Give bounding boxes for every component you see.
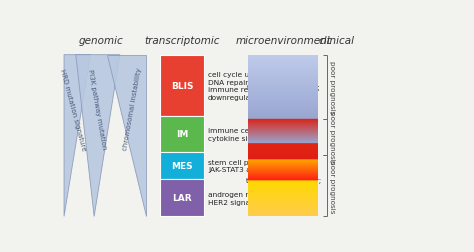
Polygon shape [64, 55, 91, 216]
Text: cell cycle upregulation
DNA repair activation
immune response
downregulation: cell cycle upregulation DNA repair activ… [208, 72, 292, 100]
Text: BLIS: BLIS [171, 82, 193, 90]
Text: PI3K pathway mutation: PI3K pathway mutation [87, 69, 107, 150]
Text: poor prognosis: poor prognosis [329, 111, 335, 164]
Text: MES: MES [172, 161, 193, 170]
Text: poor prognosis: poor prognosis [329, 159, 335, 213]
Text: chromosomal instability: chromosomal instability [122, 68, 143, 151]
Text: poor prognosis: poor prognosis [329, 61, 335, 114]
Bar [160, 179, 204, 216]
Text: HRD mutation signature: HRD mutation signature [59, 68, 87, 151]
Text: transcriptomic: transcriptomic [145, 36, 220, 46]
Polygon shape [76, 55, 120, 216]
Text: genomic: genomic [79, 36, 124, 46]
Bar [160, 55, 204, 117]
Polygon shape [107, 55, 146, 216]
Text: stem cell pathways
JAK-STAT3 activation: stem cell pathways JAK-STAT3 activation [208, 159, 283, 173]
Bar [160, 152, 204, 179]
Text: immune cell signaling
cytokine signaling: immune cell signaling cytokine signaling [208, 128, 289, 141]
Text: "hot" tumor;
immune-inflamed: "hot" tumor; immune-inflamed [251, 129, 316, 143]
Text: type 2 "cold" tumor;
innate immune-
inactivated: type 2 "cold" tumor; innate immune- inac… [246, 177, 321, 198]
Text: microenvironment: microenvironment [236, 36, 331, 46]
Text: type1 "cold" tumor;
immune-desert: type1 "cold" tumor; immune-desert [247, 84, 319, 98]
Text: clinical: clinical [319, 36, 355, 46]
Text: androgen receptor signaling
HER2 signaling: androgen receptor signaling HER2 signali… [208, 191, 312, 205]
Text: IM: IM [176, 130, 189, 139]
Text: LAR: LAR [173, 194, 192, 202]
Bar [160, 117, 204, 152]
